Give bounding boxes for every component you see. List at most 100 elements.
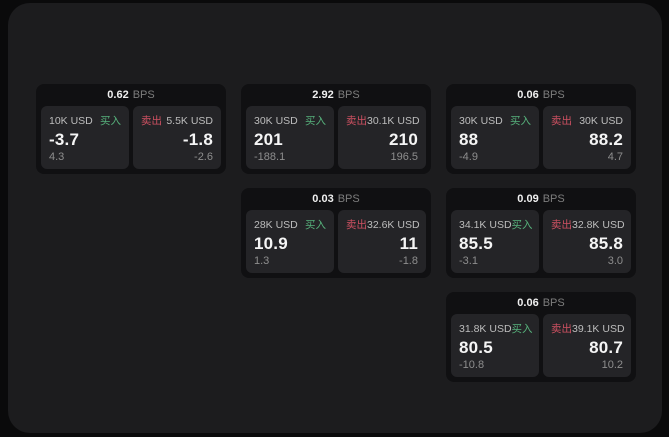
- sell-delta: 10.2: [601, 359, 623, 371]
- sell-tile-header: 卖出 32.6K USD: [346, 217, 420, 232]
- sell-delta: -1.8: [399, 255, 418, 267]
- card-body: 28K USD 买入 10.9 1.3 卖出 32.6K USD 11 -1.8: [246, 210, 426, 273]
- sell-quote-tile[interactable]: 卖出 30.1K USD 210 196.5: [338, 106, 426, 169]
- buy-price: 80.5: [459, 337, 493, 357]
- buy-tile-header: 10K USD 买入: [49, 113, 121, 128]
- bps-value: 0.03: [312, 193, 334, 205]
- bps-unit: BPS: [542, 193, 565, 205]
- sell-quote-tile[interactable]: 卖出 32.6K USD 11 -1.8: [338, 210, 426, 273]
- card-header: 0.06 BPS: [451, 84, 631, 106]
- card-header: 2.92 BPS: [246, 84, 426, 106]
- main-panel: 0.62 BPS 10K USD 买入 -3.7 4.3 卖出 5.5K USD: [8, 3, 662, 433]
- card-header: 0.06 BPS: [451, 292, 631, 314]
- card-header: 0.62 BPS: [41, 84, 221, 106]
- quote-card: 0.06 BPS 31.8K USD 买入 80.5 -10.8 卖出 39.1…: [446, 292, 636, 382]
- buy-label: 买入: [510, 115, 531, 127]
- buy-amount: 28K USD: [254, 218, 298, 231]
- buy-price: 88: [459, 129, 479, 149]
- buy-label: 买入: [511, 219, 533, 231]
- quote-card: 0.62 BPS 10K USD 买入 -3.7 4.3 卖出 5.5K USD: [36, 84, 226, 174]
- buy-delta: -4.9: [459, 151, 478, 163]
- bps-unit: BPS: [337, 193, 360, 205]
- buy-price: 201: [254, 129, 283, 149]
- buy-amount: 34.1K USD: [459, 218, 512, 231]
- sell-amount: 32.6K USD: [367, 218, 420, 231]
- quote-card: 0.03 BPS 28K USD 买入 10.9 1.3 卖出 32.6K US…: [241, 188, 431, 278]
- sell-amount: 30.1K USD: [367, 114, 420, 127]
- buy-quote-tile[interactable]: 30K USD 买入 201 -188.1: [246, 106, 334, 169]
- sell-quote-tile[interactable]: 卖出 32.8K USD 85.8 3.0: [543, 210, 631, 273]
- buy-amount: 30K USD: [459, 114, 503, 127]
- quote-card: 0.06 BPS 30K USD 买入 88 -4.9 卖出 30K USD: [446, 84, 636, 174]
- sell-amount: 32.8K USD: [572, 218, 625, 231]
- buy-delta: 4.3: [49, 151, 65, 163]
- buy-amount: 30K USD: [254, 114, 298, 127]
- buy-price: -3.7: [49, 129, 80, 149]
- card-body: 34.1K USD 买入 85.5 -3.1 卖出 32.8K USD 85.8…: [451, 210, 631, 273]
- buy-quote-tile[interactable]: 10K USD 买入 -3.7 4.3: [41, 106, 129, 169]
- sell-label: 卖出: [141, 115, 162, 127]
- buy-amount: 10K USD: [49, 114, 93, 127]
- buy-quote-tile[interactable]: 28K USD 买入 10.9 1.3: [246, 210, 334, 273]
- quote-card: 0.09 BPS 34.1K USD 买入 85.5 -3.1 卖出 32.8K…: [446, 188, 636, 278]
- sell-price: 80.7: [589, 337, 623, 357]
- bps-value: 2.92: [312, 89, 334, 101]
- buy-quote-tile[interactable]: 30K USD 买入 88 -4.9: [451, 106, 539, 169]
- sell-label: 卖出: [551, 323, 572, 335]
- buy-delta: -188.1: [254, 151, 286, 163]
- buy-price: 85.5: [459, 233, 493, 253]
- sell-delta: 196.5: [390, 151, 418, 163]
- buy-amount: 31.8K USD: [459, 322, 512, 335]
- sell-delta: -2.6: [194, 151, 213, 163]
- card-body: 10K USD 买入 -3.7 4.3 卖出 5.5K USD -1.8 -2.…: [41, 106, 221, 169]
- buy-tile-header: 28K USD 买入: [254, 217, 326, 232]
- card-header: 0.03 BPS: [246, 188, 426, 210]
- bps-value: 0.06: [517, 89, 539, 101]
- sell-amount: 39.1K USD: [572, 322, 625, 335]
- bps-unit: BPS: [542, 297, 565, 309]
- buy-label: 买入: [305, 219, 326, 231]
- sell-delta: 4.7: [607, 151, 623, 163]
- sell-price: 210: [389, 129, 418, 149]
- bps-value: 0.06: [517, 297, 539, 309]
- card-body: 31.8K USD 买入 80.5 -10.8 卖出 39.1K USD 80.…: [451, 314, 631, 377]
- buy-tile-header: 30K USD 买入: [254, 113, 326, 128]
- bps-value: 0.62: [107, 89, 129, 101]
- buy-quote-tile[interactable]: 34.1K USD 买入 85.5 -3.1: [451, 210, 539, 273]
- card-body: 30K USD 买入 201 -188.1 卖出 30.1K USD 210 1…: [246, 106, 426, 169]
- buy-price: 10.9: [254, 233, 288, 253]
- card-body: 30K USD 买入 88 -4.9 卖出 30K USD 88.2 4.7: [451, 106, 631, 169]
- buy-tile-header: 30K USD 买入: [459, 113, 531, 128]
- sell-amount: 5.5K USD: [166, 114, 213, 127]
- buy-label: 买入: [305, 115, 326, 127]
- sell-amount: 30K USD: [579, 114, 623, 127]
- buy-tile-header: 34.1K USD 买入: [459, 217, 533, 232]
- sell-tile-header: 卖出 39.1K USD: [551, 321, 625, 336]
- sell-delta: 3.0: [607, 255, 623, 267]
- buy-label: 买入: [100, 115, 121, 127]
- buy-tile-header: 31.8K USD 买入: [459, 321, 533, 336]
- buy-quote-tile[interactable]: 31.8K USD 买入 80.5 -10.8: [451, 314, 539, 377]
- buy-label: 买入: [511, 323, 533, 335]
- sell-quote-tile[interactable]: 卖出 5.5K USD -1.8 -2.6: [133, 106, 221, 169]
- bps-unit: BPS: [542, 89, 565, 101]
- sell-price: 88.2: [589, 129, 623, 149]
- bps-unit: BPS: [132, 89, 155, 101]
- sell-label: 卖出: [551, 219, 572, 231]
- sell-tile-header: 卖出 30K USD: [551, 113, 623, 128]
- sell-price: 85.8: [589, 233, 623, 253]
- sell-quote-tile[interactable]: 卖出 30K USD 88.2 4.7: [543, 106, 631, 169]
- bps-unit: BPS: [337, 89, 360, 101]
- sell-label: 卖出: [346, 115, 367, 127]
- card-header: 0.09 BPS: [451, 188, 631, 210]
- sell-quote-tile[interactable]: 卖出 39.1K USD 80.7 10.2: [543, 314, 631, 377]
- buy-delta: -3.1: [459, 255, 478, 267]
- quote-card-grid: 0.62 BPS 10K USD 买入 -3.7 4.3 卖出 5.5K USD: [36, 84, 636, 382]
- quote-card: 2.92 BPS 30K USD 买入 201 -188.1 卖出 30.1K …: [241, 84, 431, 174]
- sell-tile-header: 卖出 32.8K USD: [551, 217, 625, 232]
- sell-label: 卖出: [346, 219, 367, 231]
- sell-label: 卖出: [551, 115, 572, 127]
- buy-delta: -10.8: [459, 359, 485, 371]
- buy-delta: 1.3: [254, 255, 270, 267]
- bps-value: 0.09: [517, 193, 539, 205]
